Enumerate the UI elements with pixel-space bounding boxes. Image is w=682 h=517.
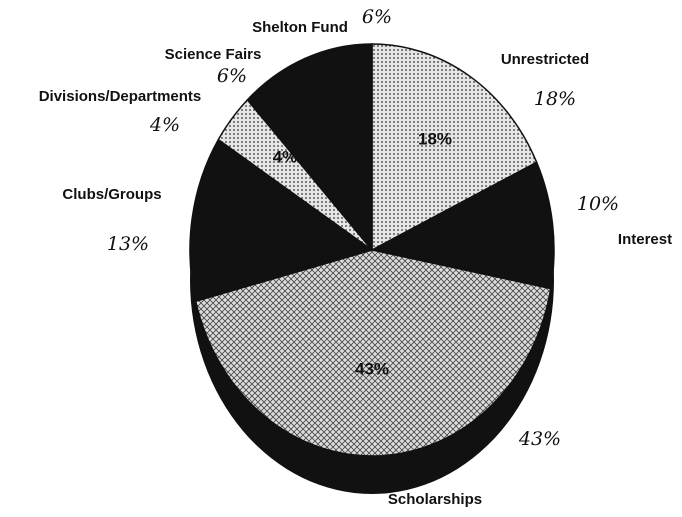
- value-label: 10%: [577, 193, 619, 215]
- value-label: 18%: [534, 88, 576, 110]
- category-label: Science Fairs: [165, 46, 262, 63]
- value-label: 43%: [518, 428, 561, 450]
- value-label: 6%: [362, 6, 392, 28]
- category-label: Divisions/Departments: [39, 88, 202, 105]
- inner-value-label: 43%: [355, 359, 389, 378]
- inner-value-label: 4%: [273, 147, 298, 166]
- category-label: Shelton Fund: [252, 19, 348, 36]
- inner-value-label: 18%: [418, 129, 452, 148]
- category-label: Scholarships: [388, 491, 482, 508]
- pie-slice: [194, 249, 552, 457]
- pie-slice: [369, 161, 555, 290]
- category-label: Unrestricted: [501, 51, 589, 68]
- pie-slice: [189, 138, 374, 303]
- category-label: Clubs/Groups: [62, 186, 161, 203]
- value-label: 4%: [149, 114, 180, 136]
- category-label: Interest: [618, 231, 672, 248]
- pie-slice: [371, 43, 538, 252]
- value-label: 13%: [107, 233, 149, 255]
- value-label: 6%: [217, 65, 247, 87]
- pie-slice: [304, 43, 373, 251]
